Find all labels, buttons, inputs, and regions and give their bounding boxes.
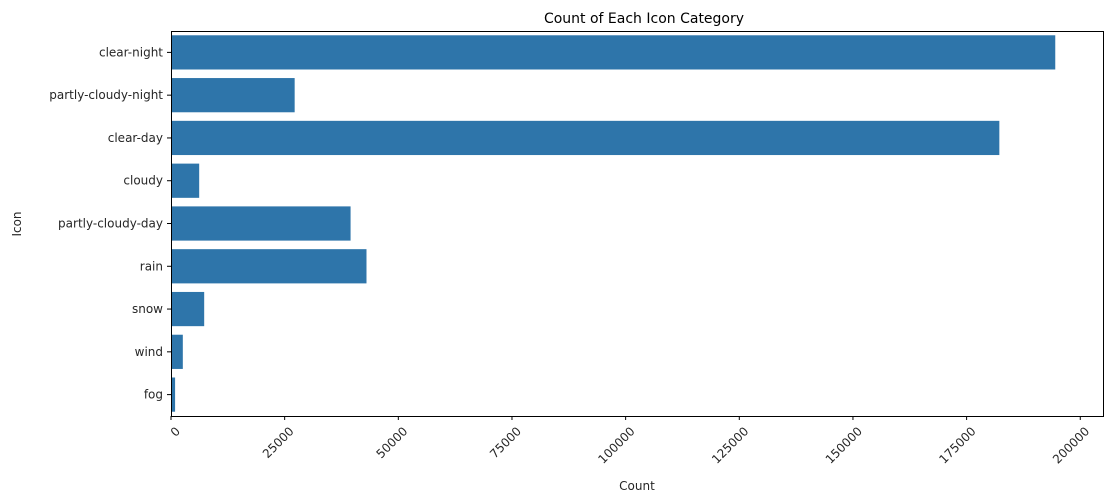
bar-clear-day xyxy=(171,120,1000,156)
x-tick-label: 200000 xyxy=(1050,424,1092,466)
bar-wind xyxy=(171,334,183,369)
bar-rain xyxy=(171,249,367,284)
y-tick-label: cloudy xyxy=(123,174,163,188)
y-tick-label: rain xyxy=(140,259,163,273)
y-tick-label: fog xyxy=(144,388,163,402)
y-tick-label: wind xyxy=(135,345,163,359)
x-tick-label: 0 xyxy=(168,424,183,439)
y-axis-label: Icon xyxy=(10,211,24,236)
x-axis-ticks: 0 25000 50000 75000 100000 125000 150000 175000… xyxy=(168,416,1092,466)
x-tick-label: 175000 xyxy=(936,424,978,466)
y-tick-label: clear-night xyxy=(99,45,163,59)
x-tick-label: 50000 xyxy=(373,424,410,461)
bar-cloudy xyxy=(171,163,200,198)
x-tick-label: 25000 xyxy=(260,424,297,461)
x-tick-label: 100000 xyxy=(595,424,637,466)
bar-snow xyxy=(171,291,205,327)
bar-fog xyxy=(171,377,176,412)
plot-frame xyxy=(171,31,1104,417)
y-axis-ticks: clear-night partly-cloudy-night clear-day c… xyxy=(49,45,171,402)
bar-partly-cloudy-day xyxy=(171,206,351,241)
x-tick-label: 125000 xyxy=(709,424,751,466)
x-axis-label: Count xyxy=(619,479,655,493)
y-tick-label: partly-cloudy-day xyxy=(58,217,163,231)
x-tick-label: 150000 xyxy=(823,424,865,466)
bars-group xyxy=(171,35,1056,412)
bar-clear-night xyxy=(171,35,1056,70)
chart-title: Count of Each Icon Category xyxy=(544,11,744,27)
y-tick-label: clear-day xyxy=(108,131,163,145)
y-tick-label: partly-cloudy-night xyxy=(49,88,163,102)
y-tick-label: snow xyxy=(132,302,163,316)
x-tick-label: 75000 xyxy=(487,424,524,461)
bar-partly-cloudy-night xyxy=(171,78,295,113)
